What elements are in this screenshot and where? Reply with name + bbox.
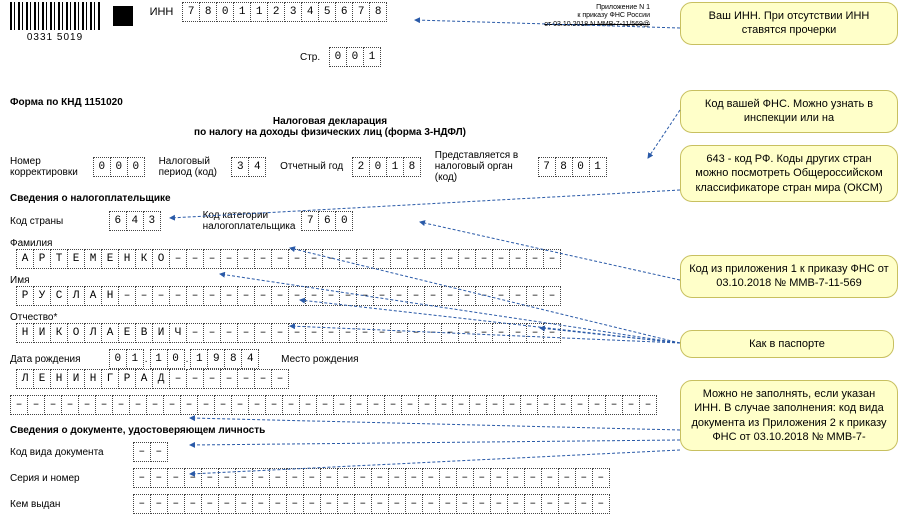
callout-doc: Можно не заполнять, если указан ИНН. В с… bbox=[680, 380, 898, 451]
callout-fns: Код вашей ФНС. Можно узнать в инспекции … bbox=[680, 90, 898, 133]
surname-cells: АРТЕМЕНКО––––––––––––––––––––––– bbox=[16, 249, 560, 269]
doc-kind-cells: –– bbox=[133, 442, 167, 462]
barcode: 0331 5019 bbox=[10, 2, 100, 43]
pob-cells: ЛЕНИНГРАД––––––– bbox=[16, 369, 288, 389]
taxpayer-section: Сведения о налогоплательщике bbox=[10, 193, 650, 204]
patronymic-label: Отчество* bbox=[10, 312, 100, 323]
year-label: Отчетный год bbox=[280, 161, 343, 172]
year-cells: 2018 bbox=[352, 157, 420, 177]
barcode-number: 0331 5019 bbox=[10, 32, 100, 43]
period-cells: 34 bbox=[231, 157, 265, 177]
dob-label: Дата рождения bbox=[10, 354, 100, 365]
attach-line3: от 03.10.2018 N ММВ-7-11/569@ bbox=[530, 21, 650, 29]
doc-kind-label: Код вида документа bbox=[10, 447, 130, 458]
form-code: Форма по КНД 1151020 bbox=[10, 97, 650, 108]
attach-line2: к приказу ФНС России bbox=[530, 12, 650, 20]
attachment-header: Приложение N 1 к приказу ФНС России от 0… bbox=[530, 4, 650, 29]
period-label: Налоговый период (код) bbox=[159, 156, 229, 178]
correction-label: Номер корректировки bbox=[10, 156, 90, 178]
page-cells: 001 bbox=[329, 47, 380, 67]
cat-cells: 760 bbox=[301, 211, 352, 231]
correction-cells: 000 bbox=[93, 157, 144, 177]
dob-cells: 01.10.1984 bbox=[109, 349, 259, 369]
name-label: Имя bbox=[10, 275, 100, 286]
marker-square bbox=[113, 6, 133, 26]
patr-cells: НИКОЛАЕВИЧ–––––––––––––––––––––– bbox=[16, 323, 560, 343]
surname-label: Фамилия bbox=[10, 238, 100, 249]
barcode-bars bbox=[10, 2, 100, 30]
title-line2: по налогу на доходы физических лиц (форм… bbox=[10, 127, 650, 138]
name-cells: РУСЛАН–––––––––––––––––––––––––– bbox=[16, 286, 560, 306]
country-label: Код страны bbox=[10, 216, 100, 227]
callout-passport: Как в паспорте bbox=[680, 330, 894, 358]
submit-label: Представляется в налоговый орган (код) bbox=[435, 150, 535, 183]
doc-issued-cells: –––––––––––––––––––––––––––– bbox=[133, 494, 609, 514]
form-area: 0331 5019 ИНН 780112345678 Стр. 001 Прил… bbox=[10, 0, 650, 514]
doc-serial-cells: –––––––––––––––––––––––––––– bbox=[133, 468, 609, 488]
cat-label: Код категории налогоплательщика bbox=[203, 210, 293, 232]
title-line1: Налоговая декларация bbox=[10, 116, 650, 127]
inn-cells: 780112345678 bbox=[182, 2, 386, 22]
callout-cat: Код из приложения 1 к приказу ФНС от 03.… bbox=[680, 255, 898, 298]
pob-label: Место рождения bbox=[281, 354, 371, 365]
inn-label: ИНН bbox=[150, 6, 174, 18]
submit-cells: 7801 bbox=[538, 157, 606, 177]
doc-section: Сведения о документе, удостоверяющем лич… bbox=[10, 425, 650, 436]
doc-serial-label: Серия и номер bbox=[10, 473, 130, 484]
country-cells: 643 bbox=[109, 211, 160, 231]
doc-issued-label: Кем выдан bbox=[10, 499, 130, 510]
pob2-cells: –––––––––––––––––––––––––––––––––––––– bbox=[10, 395, 656, 415]
attach-line1: Приложение N 1 bbox=[530, 4, 650, 12]
page-label: Стр. bbox=[300, 52, 320, 63]
callout-inn: Ваш ИНН. При отсутствии ИНН ставятся про… bbox=[680, 2, 898, 45]
callout-country: 643 - код РФ. Коды других стран можно по… bbox=[680, 145, 898, 202]
